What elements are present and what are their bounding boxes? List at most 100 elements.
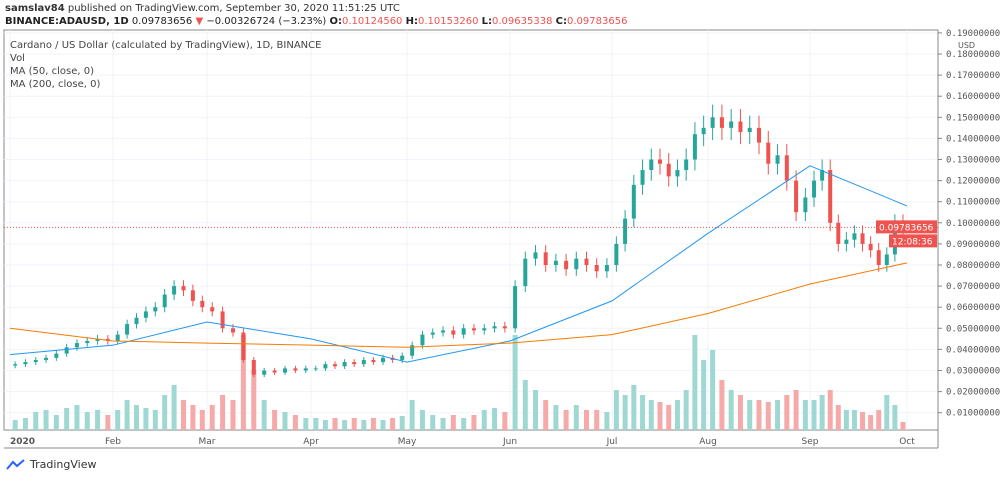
publish-info: samslav84 published on TradingView.com, … xyxy=(5,3,400,14)
candle-body xyxy=(371,359,376,363)
author[interactable]: samslav84 xyxy=(5,3,65,14)
volume-bar xyxy=(84,412,90,430)
volume-bar xyxy=(573,405,579,430)
candle-body xyxy=(54,353,59,358)
publish-text: published on TradingView.com, September … xyxy=(67,3,400,14)
y-tick-label: 0.13000000 xyxy=(946,156,1000,166)
volume-bar xyxy=(631,385,637,430)
candle-body xyxy=(868,243,873,251)
candle-body xyxy=(836,222,841,244)
y-tick-label: 0.19000000 xyxy=(946,29,1000,39)
volume-bar xyxy=(471,415,477,430)
legend-vol[interactable]: Vol xyxy=(10,53,25,64)
volume-bar xyxy=(860,412,866,430)
volume-bar xyxy=(604,412,610,430)
y-tick-label: 0.09000000 xyxy=(946,240,1000,250)
volume-bar xyxy=(868,415,874,430)
currency-label: USD xyxy=(958,41,975,50)
y-tick-label: 0.05000000 xyxy=(946,324,1000,334)
y-tick-label: 0.16000000 xyxy=(946,92,1000,102)
volume-bar xyxy=(719,380,725,430)
legend-ma200[interactable]: MA (200, close, 0) xyxy=(10,79,101,90)
volume-bar xyxy=(332,418,338,430)
candle-body xyxy=(640,170,645,185)
volume-bar xyxy=(512,335,518,430)
candle-body xyxy=(44,357,49,360)
tradingview-icon xyxy=(6,458,25,470)
candle-body xyxy=(143,311,148,318)
tradingview-logo[interactable]: TradingView xyxy=(6,458,96,471)
candle-body xyxy=(115,334,120,341)
x-tick-label: Feb xyxy=(105,437,121,447)
volume-bar xyxy=(481,410,487,430)
low-value: 0.09635338 xyxy=(492,16,553,27)
candle-body xyxy=(614,243,619,265)
volume-bar xyxy=(737,395,743,430)
x-tick-label: Apr xyxy=(303,437,319,447)
candle-body xyxy=(85,340,90,344)
volume-bar xyxy=(793,390,799,430)
candle-body xyxy=(492,326,497,329)
candle-body xyxy=(812,180,817,198)
candle-body xyxy=(162,294,167,308)
volume-bar xyxy=(409,400,415,430)
candle-body xyxy=(313,368,318,370)
volume-bar xyxy=(440,418,446,430)
candle-body xyxy=(420,334,425,346)
volume-bar xyxy=(553,405,559,430)
candle-body xyxy=(95,338,100,341)
volume-bar xyxy=(162,395,168,430)
candle-body xyxy=(134,317,139,325)
volume-bar xyxy=(640,395,646,430)
candle-body xyxy=(181,286,186,291)
volume-bar xyxy=(43,410,49,430)
volume-bar xyxy=(843,410,849,430)
volume-bar xyxy=(584,410,589,430)
candle-body xyxy=(323,364,328,369)
volume-bar xyxy=(884,395,890,430)
candle-body xyxy=(293,368,298,371)
candle-body xyxy=(564,260,569,270)
volume-bar xyxy=(361,420,367,430)
y-tick-label: 0.11000000 xyxy=(946,198,1000,208)
candle-body xyxy=(884,254,889,265)
volume-bar xyxy=(282,412,288,430)
volume-bar xyxy=(390,418,396,430)
volume-bar xyxy=(747,400,753,430)
candle-body xyxy=(623,218,628,244)
open-label: O: xyxy=(329,16,342,27)
price-label: 0.09783656 xyxy=(879,223,934,233)
x-tick-label: Jul xyxy=(606,437,618,447)
volume-bar xyxy=(522,380,528,430)
candle-body xyxy=(190,290,195,301)
candle-body xyxy=(820,170,825,181)
ohlc-bar: BINANCE:ADAUSD, 1D 0.09783656 ▼ −0.00326… xyxy=(5,16,627,27)
volume-bar xyxy=(666,405,672,430)
x-tick-label: Oct xyxy=(899,437,915,447)
volume-bar xyxy=(399,416,405,430)
volume-bar xyxy=(765,402,771,430)
candle-body xyxy=(13,364,18,366)
candle-body xyxy=(844,239,849,244)
volume-bar xyxy=(784,395,790,430)
volume-bar xyxy=(370,418,376,430)
y-tick-label: 0.12000000 xyxy=(946,177,1000,187)
volume-bar xyxy=(303,418,309,430)
candle-body xyxy=(64,347,69,354)
brand: TradingView xyxy=(30,458,97,471)
volume-bar xyxy=(563,410,569,430)
volume-bar xyxy=(683,390,689,430)
x-tick-label: 2020 xyxy=(10,437,35,447)
change: −0.00326724 (−3.23%) xyxy=(206,16,327,27)
candle-body xyxy=(523,258,528,287)
candle-body xyxy=(451,330,456,335)
down-arrow-icon: ▼ xyxy=(195,16,204,27)
candle-body xyxy=(876,250,881,265)
legend-ma50[interactable]: MA (50, close, 0) xyxy=(10,66,95,77)
candle-body xyxy=(381,357,385,363)
volume-bar xyxy=(819,395,825,430)
ma200-line xyxy=(9,262,908,348)
volume-bar xyxy=(74,405,80,430)
candle-body xyxy=(400,355,405,360)
